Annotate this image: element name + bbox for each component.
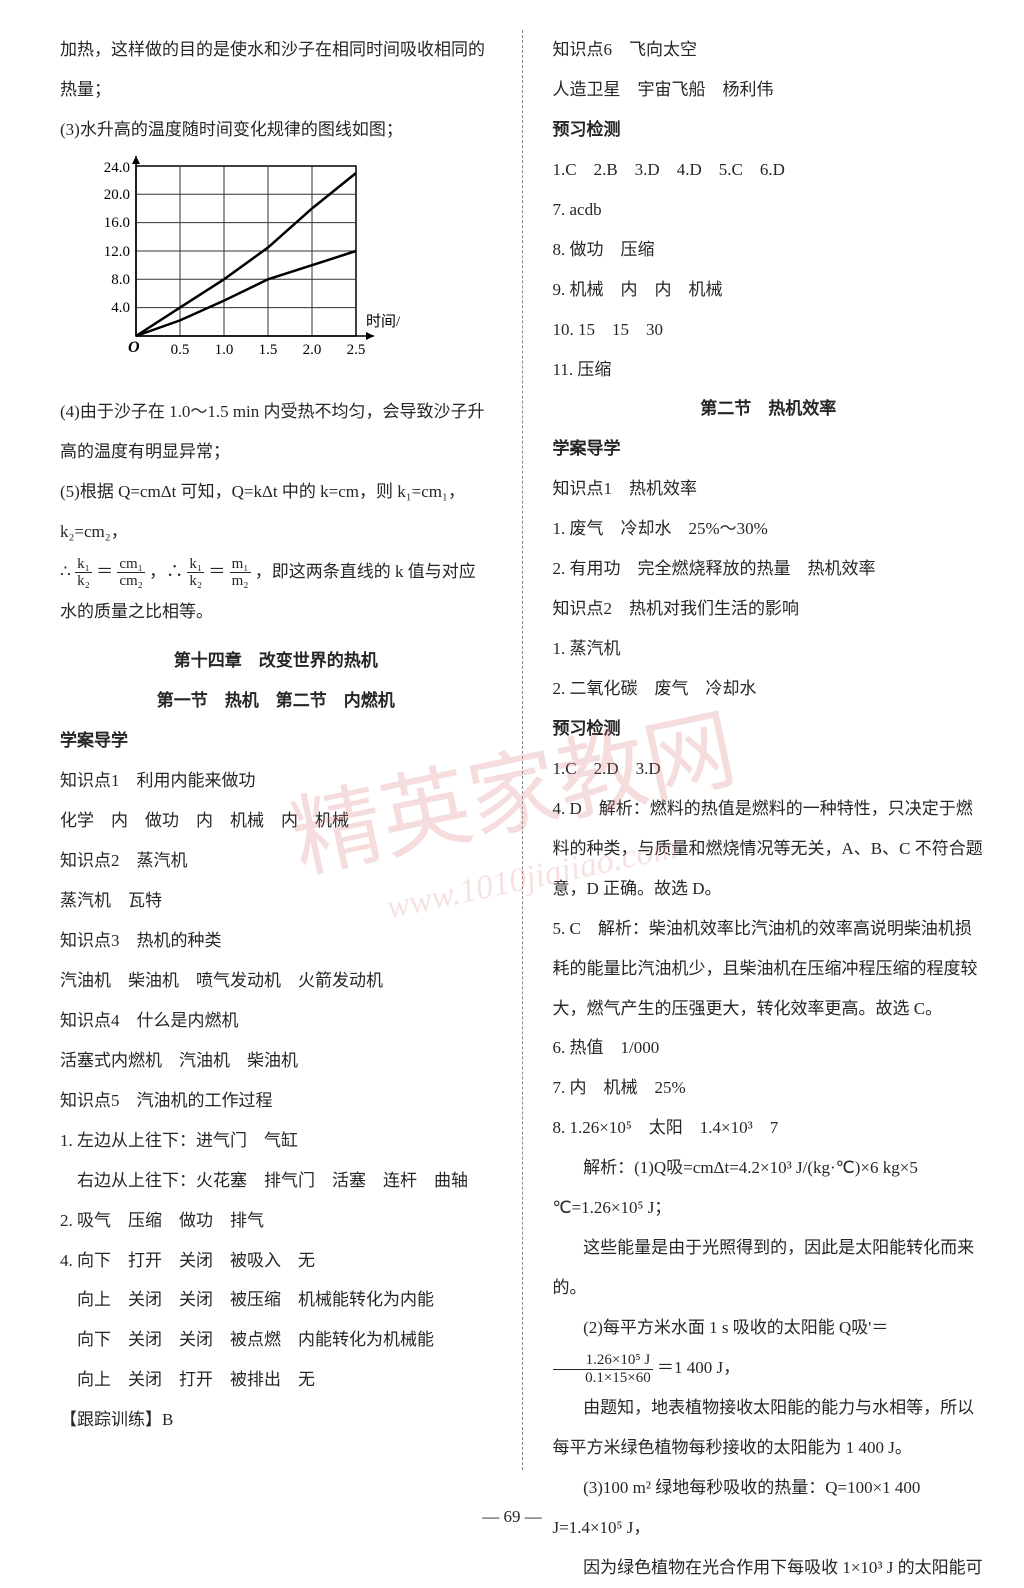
kp6-heading: 知识点6 飞向太空 bbox=[553, 30, 985, 70]
kp5-heading: 知识点5 汽油机的工作过程 bbox=[60, 1081, 492, 1121]
left-p2: (3)水升高的温度随时间变化规律的图线如图； bbox=[60, 110, 492, 150]
kp3-heading: 知识点3 热机的种类 bbox=[60, 921, 492, 961]
q5: 5. C 解析：柴油机效率比汽油机的效率高说明柴油机损耗的能量比汽油机少，且柴油… bbox=[553, 909, 985, 1029]
svg-text:O: O bbox=[128, 339, 140, 356]
kp5-5: 向上 关闭 关闭 被压缩 机械能转化为内能 bbox=[60, 1280, 492, 1320]
k2p2-heading: 知识点2 热机对我们生活的影响 bbox=[553, 589, 985, 629]
svg-text:12.0: 12.0 bbox=[104, 244, 130, 260]
chart-xlabel: 时间/min bbox=[366, 313, 400, 330]
two-column-layout: 加热，这样做的目的是使水和沙子在相同时间吸收相同的热量； (3)水升高的温度随时… bbox=[60, 30, 984, 1470]
kp5-1: 1. 左边从上往下：进气门 气缸 bbox=[60, 1121, 492, 1161]
section2-title: 第二节 热机效率 bbox=[553, 389, 985, 429]
svg-text:0.5: 0.5 bbox=[171, 342, 190, 358]
left-column: 加热，这样做的目的是使水和沙子在相同时间吸收相同的热量； (3)水升高的温度随时… bbox=[60, 30, 502, 1470]
q8-4-tail: ＝1 400 J， bbox=[657, 1358, 740, 1377]
q8-1: 8. 1.26×10⁵ 太阳 1.4×10³ 7 bbox=[553, 1108, 985, 1148]
answers-10: 10. 15 15 30 bbox=[553, 310, 985, 350]
chapter-title: 第十四章 改变世界的热机 bbox=[60, 641, 492, 681]
guide2-heading: 学案导学 bbox=[553, 429, 985, 469]
guide-heading: 学案导学 bbox=[60, 721, 492, 761]
k2p2-1: 1. 蒸汽机 bbox=[553, 629, 985, 669]
answers-8: 8. 做功 压缩 bbox=[553, 230, 985, 270]
frac-d-den: m₂ bbox=[230, 573, 251, 590]
kp5-3: 2. 吸气 压缩 做功 排气 bbox=[60, 1201, 492, 1241]
p5-prefix: ∴ bbox=[60, 562, 71, 581]
kp5-2: 右边从上往下：火花塞 排气门 活塞 连杆 曲轴 bbox=[60, 1161, 492, 1201]
kp2-body: 蒸汽机 瓦特 bbox=[60, 881, 492, 921]
kp3-body: 汽油机 柴油机 喷气发动机 火箭发动机 bbox=[60, 961, 492, 1001]
q8-7: 因为绿色植物在光合作用下每吸收 1×10³ J 的太阳能可 bbox=[553, 1548, 985, 1588]
k2p1-1: 1. 废气 冷却水 25%～30% bbox=[553, 509, 985, 549]
frac-b-den: cm₂ bbox=[117, 573, 145, 590]
answers-9: 9. 机械 内 内 机械 bbox=[553, 270, 985, 310]
k2p1-2: 2. 有用功 完全燃烧释放的热量 热机效率 bbox=[553, 549, 985, 589]
q8-4: (2)每平方米水面 1 s 吸收的太阳能 Q吸'＝ 1.26×10⁵ J0.1×… bbox=[553, 1308, 985, 1388]
preview2-heading: 预习检测 bbox=[553, 709, 985, 749]
kp1-body: 化学 内 做功 内 机械 内 机械 bbox=[60, 801, 492, 841]
kp5-6: 向下 关闭 关闭 被点燃 内能转化为机械能 bbox=[60, 1320, 492, 1360]
svg-text:2.0: 2.0 bbox=[303, 342, 322, 358]
section1-title: 第一节 热机 第二节 内燃机 bbox=[60, 681, 492, 721]
q8-4-pre: (2)每平方米水面 1 s 吸收的太阳能 Q吸'＝ bbox=[583, 1318, 888, 1337]
left-p4: (5)根据 Q=cmΔt 可知，Q=kΔt 中的 k=cm，则 k₁=cm₁，k… bbox=[60, 472, 492, 552]
q8-5: 由题知，地表植物接收太阳能的能力与水相等，所以每平方米绿色植物每秒接收的太阳能为… bbox=[553, 1388, 985, 1468]
p5-mid: ，∴ bbox=[149, 562, 183, 581]
right-column: 知识点6 飞向太空 人造卫星 宇宙飞船 杨利伟 预习检测 1.C 2.B 3.D… bbox=[543, 30, 985, 1470]
preview-heading: 预习检测 bbox=[553, 110, 985, 150]
kp5-4: 4. 向下 打开 关闭 被吸入 无 bbox=[60, 1241, 492, 1281]
left-p3: (4)由于沙子在 1.0～1.5 min 内受热不均匀，会导致沙子升高的温度有明… bbox=[60, 392, 492, 472]
q7: 7. 内 机械 25% bbox=[553, 1068, 985, 1108]
frac-d-num: m₁ bbox=[230, 556, 251, 574]
frac-c-num: k₁ bbox=[187, 556, 204, 574]
frac-a-den: k₂ bbox=[75, 573, 92, 590]
left-p1: 加热，这样做的目的是使水和沙子在相同时间吸收相同的热量； bbox=[60, 30, 492, 110]
k2p2-2: 2. 二氧化碳 废气 冷却水 bbox=[553, 669, 985, 709]
svg-text:20.0: 20.0 bbox=[104, 187, 130, 203]
svg-text:16.0: 16.0 bbox=[104, 215, 130, 231]
q8-4-den: 0.1×15×60 bbox=[553, 1370, 653, 1387]
q6: 6. 热值 1/000 bbox=[553, 1028, 985, 1068]
k2p1-heading: 知识点1 热机效率 bbox=[553, 469, 985, 509]
q1: 1.C 2.D 3.D bbox=[553, 749, 985, 789]
answers-11: 11. 压缩 bbox=[553, 350, 985, 390]
frac-c-den: k₂ bbox=[187, 573, 204, 590]
svg-text:1.0: 1.0 bbox=[215, 342, 234, 358]
q8-3: 这些能量是由于光照得到的，因此是太阳能转化而来的。 bbox=[553, 1228, 985, 1308]
kp1-heading: 知识点1 利用内能来做功 bbox=[60, 761, 492, 801]
q4: 4. D 解析：燃料的热值是燃料的一种特性，只决定于燃料的种类，与质量和燃烧情况… bbox=[553, 789, 985, 909]
kp6-body: 人造卫星 宇宙飞船 杨利伟 bbox=[553, 70, 985, 110]
answers-7: 7. acdb bbox=[553, 190, 985, 230]
q8-4-num: 1.26×10⁵ J bbox=[553, 1352, 653, 1370]
column-divider bbox=[522, 30, 523, 1470]
svg-text:8.0: 8.0 bbox=[111, 272, 130, 288]
temperature-chart: 4.0 8.0 12.0 16.0 20.0 24.0 0.5 1.0 1.5 … bbox=[90, 154, 400, 384]
kp2-heading: 知识点2 蒸汽机 bbox=[60, 841, 492, 881]
q8-2: 解析：(1)Q吸=cmΔt=4.2×10³ J/(kg·℃)×6 kg×5 ℃=… bbox=[553, 1148, 985, 1228]
track-training: 【跟踪训练】B bbox=[60, 1400, 492, 1440]
frac-b-num: cm₁ bbox=[117, 556, 145, 574]
page-number: — 69 — bbox=[0, 1507, 1024, 1527]
answers-1: 1.C 2.B 3.D 4.D 5.C 6.D bbox=[553, 150, 985, 190]
left-p5: ∴ k₁k₂ ＝ cm₁cm₂ ，∴ k₁k₂ ＝ m₁m₂ ，即这两条直线的 … bbox=[60, 552, 492, 632]
kp4-body: 活塞式内燃机 汽油机 柴油机 bbox=[60, 1041, 492, 1081]
svg-text:4.0: 4.0 bbox=[111, 300, 130, 316]
svg-text:2.5: 2.5 bbox=[347, 342, 366, 358]
kp5-7: 向上 关闭 打开 被排出 无 bbox=[60, 1360, 492, 1400]
chart-ylabel: 升高的温度/℃ bbox=[142, 154, 236, 156]
frac-a-num: k₁ bbox=[75, 556, 92, 574]
svg-text:1.5: 1.5 bbox=[259, 342, 278, 358]
svg-text:24.0: 24.0 bbox=[104, 160, 130, 176]
kp4-heading: 知识点4 什么是内燃机 bbox=[60, 1001, 492, 1041]
